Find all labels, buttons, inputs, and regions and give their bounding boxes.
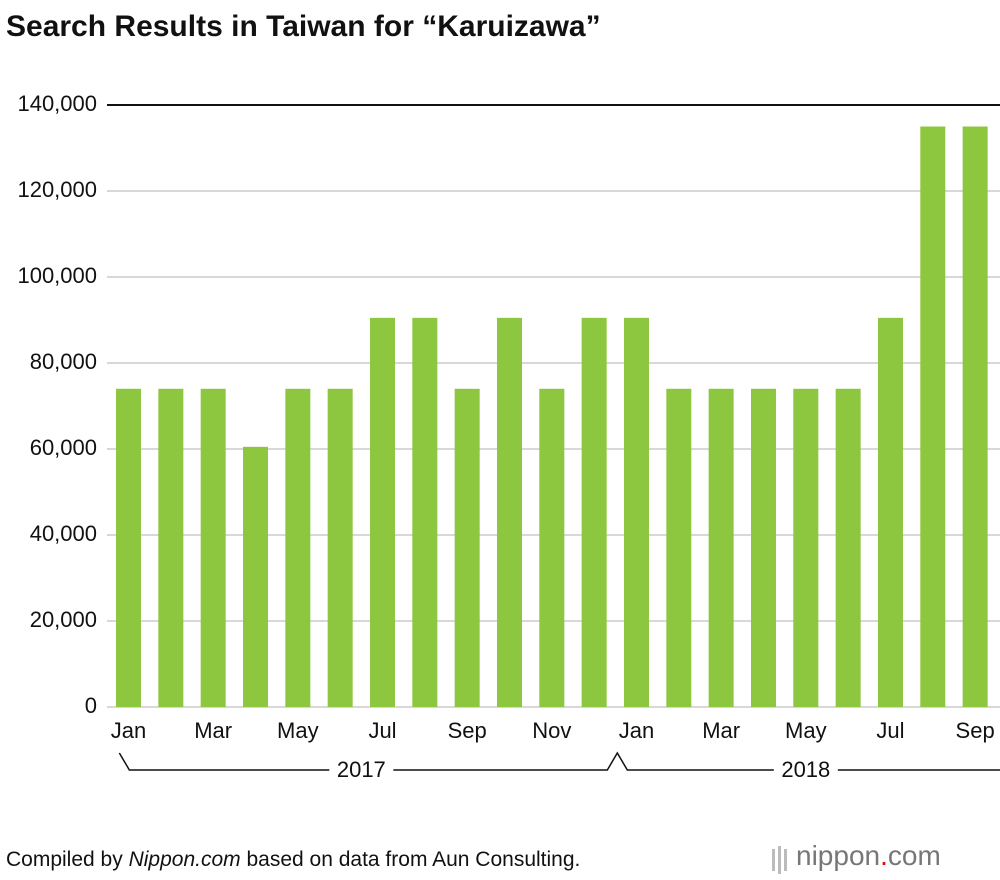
y-tick-label: 80,000 <box>30 349 97 374</box>
bar <box>370 317 396 707</box>
bar <box>496 317 522 707</box>
logo-part: nippon <box>796 840 880 871</box>
bar <box>327 388 353 707</box>
bar <box>116 388 142 707</box>
logo-bar <box>778 846 781 874</box>
x-tick-label: May <box>277 718 319 743</box>
bar <box>708 388 734 707</box>
x-tick-label: May <box>785 718 827 743</box>
bar <box>243 446 269 707</box>
bar <box>412 317 438 707</box>
bar <box>623 317 649 707</box>
source-prefix: Compiled by <box>6 848 123 871</box>
y-tick-label: 100,000 <box>17 263 97 288</box>
bar <box>666 388 692 707</box>
y-tick-label: 0 <box>85 693 97 718</box>
bar <box>200 388 226 707</box>
year-label-bg <box>329 758 394 782</box>
bar <box>962 126 988 707</box>
source-note: Compiled by Nippon.com based on data fro… <box>6 848 580 871</box>
logo-bar <box>772 849 775 871</box>
y-tick-label: 60,000 <box>30 435 97 460</box>
y-tick-label: 40,000 <box>30 521 97 546</box>
year-label-bg <box>773 758 838 782</box>
year-bracket <box>118 751 1000 771</box>
y-tick-label: 140,000 <box>17 91 97 116</box>
x-tick-label: Mar <box>194 718 232 743</box>
bar <box>750 388 776 707</box>
logo-bar <box>784 849 787 871</box>
bar <box>920 126 946 707</box>
bar <box>158 388 184 707</box>
bar <box>539 388 565 707</box>
logo-part: com <box>888 840 941 871</box>
bar <box>877 317 903 707</box>
bar <box>454 388 480 707</box>
y-tick-label: 20,000 <box>30 607 97 632</box>
x-tick-label: Jan <box>111 718 146 743</box>
logo: nippon.com <box>772 840 941 874</box>
x-tick-label: Nov <box>532 718 571 743</box>
x-tick-label: Sep <box>448 718 487 743</box>
year-label: 2017 <box>337 757 386 782</box>
logo-dot: . <box>880 840 888 871</box>
bar <box>285 388 311 707</box>
y-tick-label: 120,000 <box>17 177 97 202</box>
bar <box>581 317 607 707</box>
x-tick-label: Jan <box>619 718 654 743</box>
source-suffix: based on data from Aun Consulting. <box>246 848 580 871</box>
bar <box>835 388 861 707</box>
source-italic: Nippon.com <box>129 848 241 871</box>
chart-title: Search Results in Taiwan for “Karuizawa” <box>6 10 601 43</box>
x-tick-label: Jul <box>368 718 396 743</box>
bar <box>793 388 819 707</box>
x-tick-label: Jul <box>876 718 904 743</box>
x-tick-label: Mar <box>702 718 740 743</box>
logo-text: nippon.com <box>796 840 941 871</box>
year-label: 2018 <box>781 757 830 782</box>
x-tick-label: Sep <box>956 718 995 743</box>
